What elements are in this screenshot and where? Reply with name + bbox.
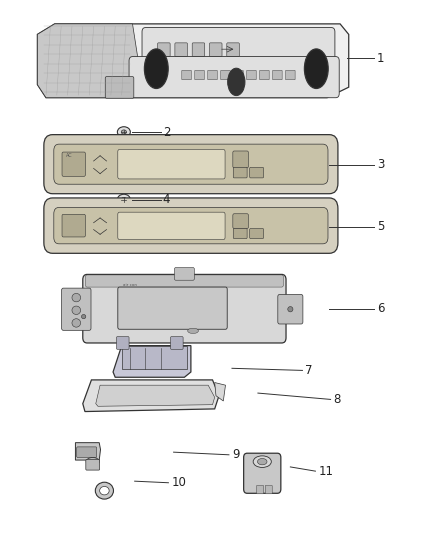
Ellipse shape (117, 194, 131, 205)
Polygon shape (215, 383, 226, 401)
Text: 9: 9 (232, 448, 240, 461)
Ellipse shape (72, 293, 81, 302)
FancyBboxPatch shape (175, 43, 187, 56)
FancyBboxPatch shape (54, 144, 328, 184)
FancyBboxPatch shape (233, 229, 247, 239)
Ellipse shape (228, 68, 245, 95)
Ellipse shape (117, 127, 131, 138)
FancyBboxPatch shape (174, 268, 194, 280)
FancyBboxPatch shape (62, 152, 85, 176)
FancyBboxPatch shape (118, 149, 225, 179)
Ellipse shape (86, 457, 99, 466)
FancyBboxPatch shape (118, 212, 225, 240)
FancyBboxPatch shape (62, 214, 85, 237)
FancyBboxPatch shape (62, 288, 91, 330)
FancyBboxPatch shape (83, 274, 286, 343)
Ellipse shape (187, 328, 198, 334)
FancyBboxPatch shape (250, 167, 264, 178)
FancyBboxPatch shape (86, 459, 100, 470)
Ellipse shape (100, 487, 109, 495)
FancyBboxPatch shape (195, 70, 204, 80)
Ellipse shape (81, 314, 86, 319)
FancyBboxPatch shape (192, 43, 205, 56)
FancyBboxPatch shape (44, 135, 338, 193)
Text: 4: 4 (163, 193, 170, 206)
FancyBboxPatch shape (286, 70, 295, 80)
Text: 2: 2 (163, 125, 170, 139)
Ellipse shape (72, 306, 81, 314)
FancyBboxPatch shape (129, 56, 339, 98)
Text: 3: 3 (377, 158, 384, 171)
FancyBboxPatch shape (278, 294, 303, 324)
Text: 6: 6 (377, 302, 384, 315)
FancyBboxPatch shape (118, 287, 227, 329)
Ellipse shape (121, 130, 127, 134)
FancyBboxPatch shape (54, 207, 328, 244)
FancyBboxPatch shape (250, 229, 264, 239)
Polygon shape (75, 443, 100, 460)
Text: 1: 1 (377, 52, 384, 64)
FancyBboxPatch shape (209, 43, 222, 56)
Text: 5: 5 (377, 221, 384, 233)
FancyBboxPatch shape (257, 486, 264, 494)
FancyBboxPatch shape (233, 214, 248, 229)
Ellipse shape (288, 306, 293, 312)
Polygon shape (96, 385, 215, 406)
FancyBboxPatch shape (272, 70, 282, 80)
Polygon shape (37, 24, 141, 98)
FancyBboxPatch shape (260, 70, 269, 80)
FancyBboxPatch shape (227, 43, 239, 56)
Polygon shape (122, 345, 187, 369)
FancyBboxPatch shape (233, 167, 247, 178)
Polygon shape (37, 24, 349, 98)
FancyBboxPatch shape (85, 275, 283, 287)
Ellipse shape (121, 197, 127, 201)
FancyBboxPatch shape (105, 77, 134, 98)
FancyBboxPatch shape (170, 337, 183, 349)
Ellipse shape (304, 49, 328, 88)
FancyBboxPatch shape (244, 453, 281, 494)
FancyBboxPatch shape (208, 70, 217, 80)
Ellipse shape (253, 456, 271, 467)
Ellipse shape (145, 49, 168, 88)
Text: 10: 10 (171, 477, 186, 489)
FancyBboxPatch shape (182, 70, 191, 80)
Text: air con: air con (123, 283, 137, 287)
Text: 7: 7 (305, 364, 313, 377)
Polygon shape (113, 345, 191, 377)
FancyBboxPatch shape (233, 151, 248, 168)
Ellipse shape (95, 482, 113, 499)
Ellipse shape (72, 319, 81, 327)
FancyBboxPatch shape (158, 43, 170, 56)
Text: 8: 8 (334, 393, 341, 406)
Text: 11: 11 (318, 465, 333, 478)
FancyBboxPatch shape (142, 28, 335, 71)
Ellipse shape (258, 458, 267, 465)
FancyBboxPatch shape (77, 447, 97, 457)
FancyBboxPatch shape (265, 486, 272, 494)
FancyBboxPatch shape (234, 70, 243, 80)
FancyBboxPatch shape (247, 70, 256, 80)
FancyBboxPatch shape (221, 70, 230, 80)
FancyBboxPatch shape (44, 198, 338, 253)
FancyBboxPatch shape (117, 337, 129, 349)
Text: AC: AC (66, 153, 72, 158)
Polygon shape (83, 380, 219, 411)
